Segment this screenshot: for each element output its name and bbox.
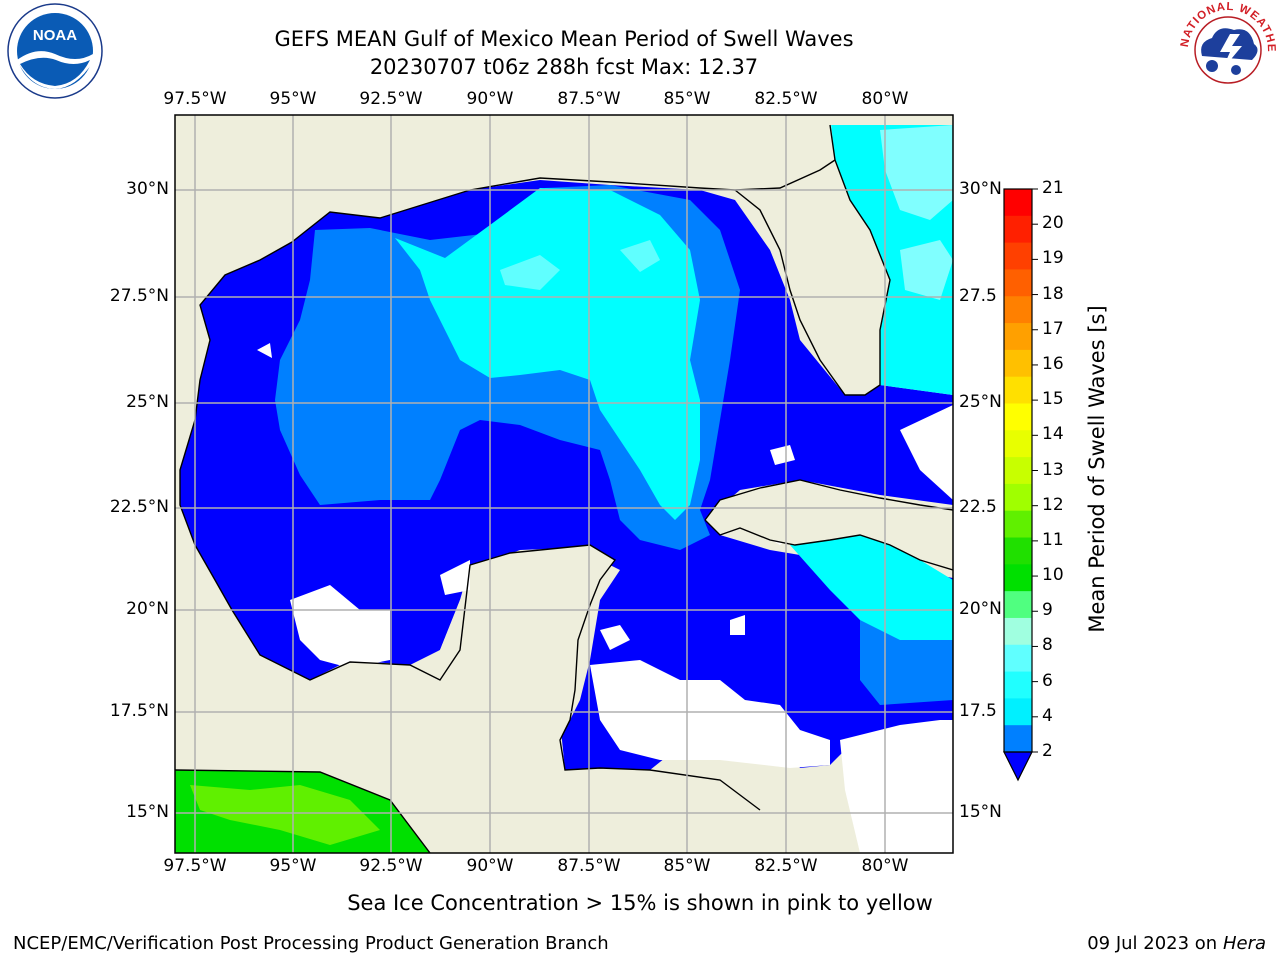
lat-tick-label: 27.5°N	[109, 286, 169, 306]
lon-tick-label: 87.5°W	[557, 856, 621, 876]
lon-tick-label: 80°W	[861, 856, 909, 876]
yucatan-land	[420, 545, 760, 853]
colorbar-tick-label: 17	[1042, 318, 1064, 339]
lat-tick-label: 27.5	[959, 286, 997, 306]
lat-tick-label: 15°N	[959, 802, 1002, 822]
colorbar-tick-label: 6	[1042, 670, 1053, 691]
lon-tick-label: 82.5°W	[754, 856, 818, 876]
colorbar-tick-label: 9	[1042, 600, 1053, 621]
colorbar-tick-label: 12	[1042, 494, 1064, 515]
colorbar-tick-label: 8	[1042, 635, 1053, 656]
lon-tick-label: 95°W	[269, 856, 317, 876]
footer-date: 09 Jul 2023 on Hera	[1087, 933, 1266, 954]
sea-ice-note: Sea Ice Concentration > 15% is shown in …	[347, 891, 933, 915]
lon-tick-label: 95°W	[269, 89, 317, 109]
lat-tick-label: 22.5°N	[109, 497, 169, 517]
colorbar-tick-label: 13	[1042, 459, 1064, 480]
lat-tick-label: 20°N	[126, 599, 169, 619]
footer-machine: Hera	[1222, 933, 1266, 954]
gulf-cyan-swell	[395, 188, 700, 520]
coastlines	[175, 124, 953, 853]
lat-tick-label: 22.5	[959, 497, 997, 517]
colorbar-tick-label: 19	[1042, 248, 1064, 269]
noaa-logo: NOAA	[7, 3, 103, 99]
chart-subtitle: 20230707 t06z 288h fcst Max: 12.37	[369, 55, 759, 79]
lon-tick-label: 92.5°W	[359, 89, 423, 109]
map-frame	[174, 114, 954, 854]
lon-tick-label: 85°W	[663, 856, 711, 876]
colorbar-tick-label: 10	[1042, 565, 1064, 586]
footer-credit: NCEP/EMC/Verification Post Processing Pr…	[13, 933, 609, 954]
lon-tick-label: 97.5°W	[163, 856, 227, 876]
colorbar-tick-label: 21	[1042, 178, 1064, 198]
noaa-logo-text: NOAA	[33, 27, 77, 44]
nws-logo: NATIONAL WEATHER SERVICE	[1176, 0, 1276, 97]
lon-tick-label: 97.5°W	[163, 89, 227, 109]
lon-tick-label: 87.5°W	[557, 89, 621, 109]
lon-tick-label: 90°W	[466, 89, 514, 109]
colorbar-tick-label: 16	[1042, 353, 1064, 374]
lon-tick-label: 82.5°W	[754, 89, 818, 109]
cuba-land	[705, 480, 953, 570]
lat-tick-label: 25°N	[959, 392, 1002, 412]
colorbar-tick-label: 4	[1042, 705, 1053, 726]
lon-tick-label: 92.5°W	[359, 856, 423, 876]
florida-land	[735, 160, 890, 395]
chart-title: GEFS MEAN Gulf of Mexico Mean Period of …	[274, 27, 854, 51]
lon-tick-label: 90°W	[466, 856, 514, 876]
lat-tick-label: 17.5°N	[109, 701, 169, 721]
graticule	[175, 115, 953, 853]
lat-tick-label: 25°N	[126, 392, 169, 412]
colorbar-tick-label: 2	[1042, 741, 1053, 761]
lon-tick-label: 85°W	[663, 89, 711, 109]
lon-tick-label: 80°W	[861, 89, 909, 109]
colorbar-tick-label: 11	[1042, 529, 1064, 550]
map-fields	[175, 115, 953, 853]
footer-date-text: 09 Jul 2023 on	[1087, 933, 1223, 954]
colorbar-tick-label: 20	[1042, 213, 1064, 234]
lat-tick-label: 20°N	[959, 599, 1002, 619]
lat-tick-label: 30°N	[126, 179, 169, 199]
lat-tick-label: 15°N	[126, 802, 169, 822]
colorbar-tick-label: 18	[1042, 283, 1064, 304]
colorbar-tick-label: 14	[1042, 424, 1064, 445]
lat-tick-label: 17.5	[959, 701, 997, 721]
colorbar-tick-label: 15	[1042, 389, 1064, 410]
lat-tick-label: 30°N	[959, 179, 1002, 199]
colorbar-label: Mean Period of Swell Waves [s]	[1085, 305, 1109, 633]
